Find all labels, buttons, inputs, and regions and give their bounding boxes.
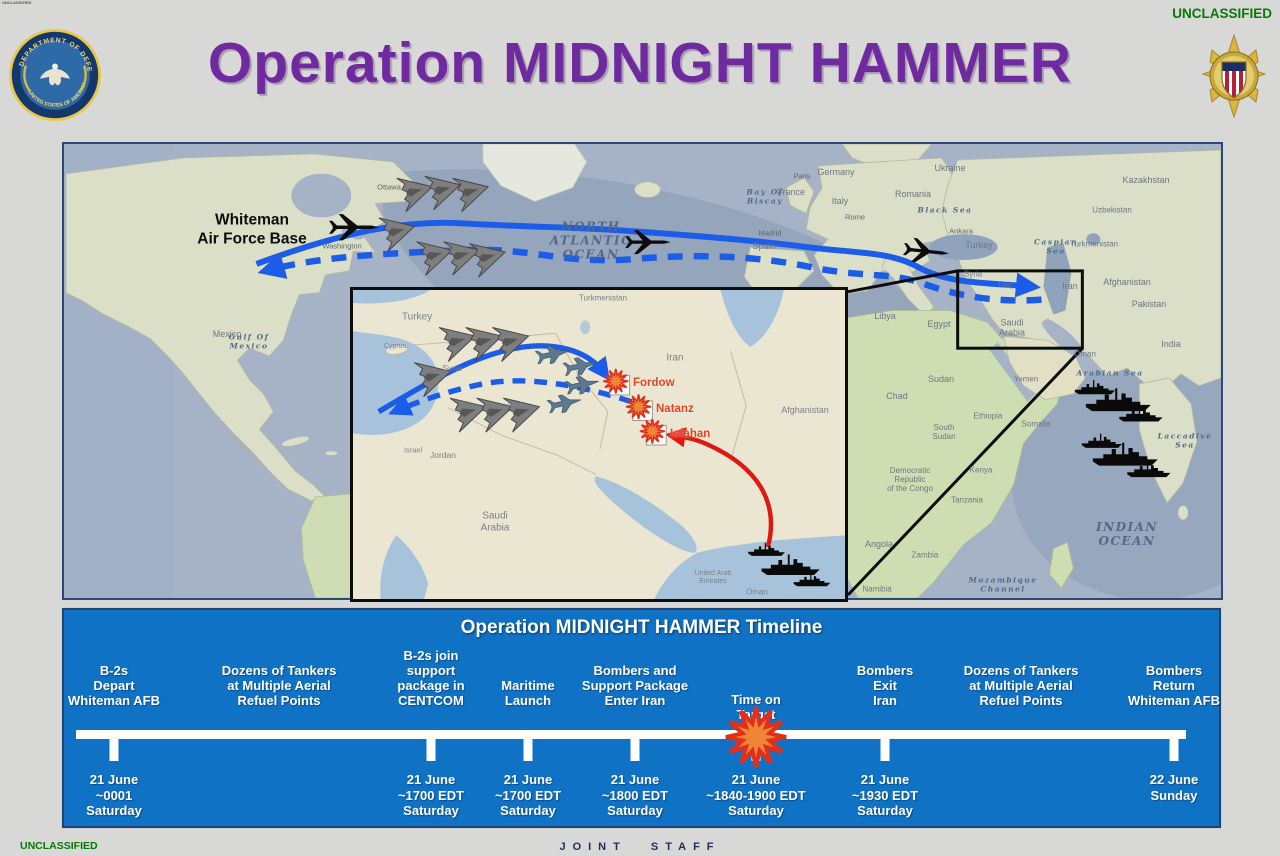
- missile-route-line: [665, 427, 774, 548]
- main-map-panel: Ottawa Washington Mexico Gulf Of Mexico Germ…: [62, 142, 1223, 600]
- timeline-date: 21 June ~1700 EDT Saturday: [397, 772, 465, 818]
- middle-east-map: [353, 290, 845, 599]
- timeline-tick: [109, 736, 119, 761]
- timeline-tick: [426, 736, 436, 761]
- timeline-tick: [523, 736, 533, 761]
- joint-chiefs-of-staff-seal-icon: [1202, 34, 1266, 118]
- classification-corner-mark: UNCLASSIFIED: [2, 0, 32, 5]
- timeline-event-label: Maritime Launch: [501, 678, 555, 708]
- timeline-event-label: Dozens of Tankers at Multiple Aerial Ref…: [963, 663, 1079, 708]
- time-on-target-burst-icon: [724, 705, 788, 769]
- classification-top-right: UNCLASSIFIED: [1172, 6, 1272, 21]
- timeline-event-label: Bombers Return Whiteman AFB: [1128, 663, 1220, 708]
- outbound-route-line: [255, 219, 1041, 298]
- timeline-title: Operation MIDNIGHT HAMMER Timeline: [460, 617, 823, 638]
- return-route-line: [257, 246, 1042, 304]
- timeline-date: 21 June ~0001 Saturday: [86, 772, 142, 818]
- burst-icon: [724, 705, 788, 769]
- callout-line-top: [847, 269, 958, 294]
- inset-egress-route-line: [388, 378, 633, 416]
- timeline-event-label: Bombers Exit Iran: [856, 663, 914, 708]
- timeline-bar: [76, 730, 1186, 739]
- timeline-event-label: Dozens of Tankers at Multiple Aerial Ref…: [221, 663, 337, 708]
- timeline-date: 21 June ~1800 EDT Saturday: [601, 772, 669, 818]
- callout-line-bottom: [846, 347, 1084, 597]
- timeline-date: 21 June ~1930 EDT Saturday: [851, 772, 919, 818]
- zoom-region-box: [956, 269, 1084, 350]
- timeline-panel: Operation MIDNIGHT HAMMER Timeline B-2s …: [62, 608, 1221, 828]
- inset-map-panel: Turkey Cyprus Syria Iraq Iran Jordan Israel Sau…: [350, 287, 848, 602]
- slide-title: Operation MIDNIGHT HAMMER: [207, 31, 1073, 95]
- timeline-date: 22 June Sunday: [1149, 772, 1199, 803]
- timeline-tick: [880, 736, 890, 761]
- whiteman-afb-label: Whiteman Air Force Base: [197, 211, 307, 248]
- inset-strike-route-line: [377, 343, 610, 414]
- timeline-date: 21 June ~1700 EDT Saturday: [494, 772, 562, 818]
- timeline-date: 21 June ~1840-1900 EDT Saturday: [706, 772, 806, 818]
- timeline-event-label: Bombers and Support Package Enter Iran: [581, 663, 689, 708]
- timeline-tick: [1169, 736, 1179, 761]
- classification-bottom-left: UNCLASSIFIED: [20, 840, 98, 852]
- timeline-event-label: B-2s join support package in CENTCOM: [397, 648, 465, 708]
- joint-staff-footer: JOINT STAFF: [559, 841, 721, 853]
- timeline-event-label: B-2s Depart Whiteman AFB: [68, 663, 160, 708]
- department-of-defense-seal-icon: DEPARTMENT OF DEFENSE UNITED STATES OF A…: [8, 28, 102, 122]
- timeline-tick: [630, 736, 640, 761]
